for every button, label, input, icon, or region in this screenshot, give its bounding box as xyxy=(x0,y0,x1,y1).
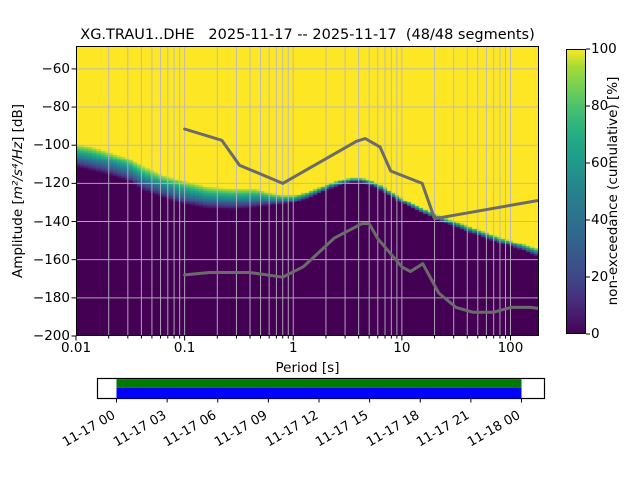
timeline-tick-label: 11-17 00 xyxy=(60,408,119,451)
plot-title: XG.TRAU1..DHE 2025-11-17 -- 2025-11-17 (… xyxy=(80,27,535,43)
y-tick-label: −200 xyxy=(32,328,70,344)
y-tick-label: −100 xyxy=(32,137,70,154)
timeline-tick-label: 11-17 06 xyxy=(161,408,220,451)
x-tick-label: 0.01 xyxy=(60,340,92,356)
colorbar-tick-label: 0 xyxy=(591,326,600,342)
y-tick-label: −80 xyxy=(41,99,71,116)
y-tick-label: −160 xyxy=(32,251,70,268)
timeline-tick-label: 11-17 12 xyxy=(262,408,321,451)
timeline-data-coverage-bar xyxy=(116,387,522,399)
timeline-tick-label: 11-17 09 xyxy=(212,408,271,451)
y-tick-label: −120 xyxy=(32,175,70,192)
timeline-tick-label: 11-18 00 xyxy=(465,408,524,451)
colorbar-tick-label: 20 xyxy=(591,269,609,285)
colorbar-gradient xyxy=(566,49,586,334)
timeline-box xyxy=(96,377,546,400)
y-tick-label: −60 xyxy=(41,60,71,77)
x-tick-label: 10 xyxy=(393,340,411,356)
timeline-tick-label: 11-17 18 xyxy=(363,408,422,451)
x-tick-label: 0.1 xyxy=(173,340,196,356)
x-axis-label: Period [s] xyxy=(275,360,340,376)
ppsd-heatmap-canvas xyxy=(76,46,539,336)
timeline-tick-label: 11-17 03 xyxy=(110,408,169,451)
timeline-psd-coverage-bar xyxy=(116,379,522,388)
colorbar-tick-label: 80 xyxy=(591,98,609,114)
y-tick-label: −140 xyxy=(32,213,70,230)
colorbar-tick-label: 40 xyxy=(591,212,609,228)
x-tick-label: 1 xyxy=(288,340,298,356)
timeline-tick-label: 11-17 21 xyxy=(414,408,473,451)
y-tick-label: −180 xyxy=(32,289,70,306)
x-tick-label: 100 xyxy=(497,340,524,356)
colorbar-tick-label: 100 xyxy=(591,41,617,57)
colorbar-label: non-exceedance (cumulative) [%] xyxy=(605,76,621,306)
timeline-tick-label: 11-17 15 xyxy=(313,408,372,451)
colorbar-tick-label: 60 xyxy=(591,155,609,171)
